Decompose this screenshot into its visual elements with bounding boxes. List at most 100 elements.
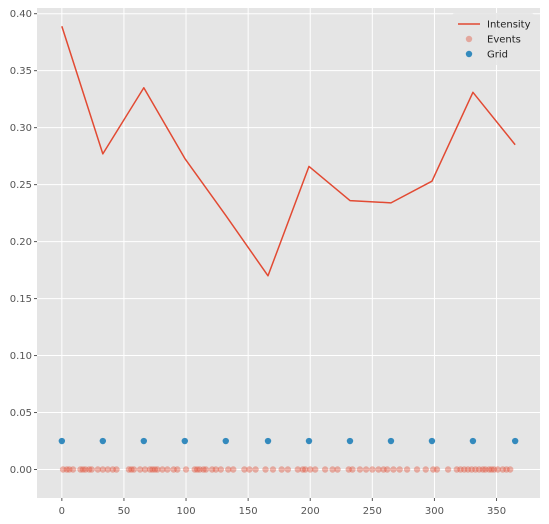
event-point — [494, 466, 501, 473]
event-point — [345, 466, 352, 473]
legend-box — [452, 13, 534, 65]
event-point — [59, 466, 67, 473]
event-point — [109, 466, 116, 473]
event-point — [457, 466, 464, 473]
event-point — [159, 466, 166, 473]
event-point — [191, 466, 198, 473]
y-tick-label: 0.10 — [10, 351, 32, 362]
grid-point — [264, 437, 272, 445]
event-point — [174, 466, 181, 473]
event-point — [149, 466, 156, 473]
intensity-line — [61, 26, 516, 277]
y-tick-label: 0.00 — [10, 465, 32, 476]
legend-grid-swatch — [465, 50, 473, 58]
event-point — [194, 466, 201, 473]
event-point — [196, 466, 203, 473]
grid-point — [58, 437, 66, 445]
grid-point — [387, 437, 395, 445]
event-point — [362, 466, 370, 473]
event-point — [79, 466, 87, 473]
event-point — [312, 466, 319, 473]
event-point — [125, 466, 133, 473]
x-tick-label: 350 — [487, 506, 506, 517]
x-tick-label: 250 — [363, 506, 382, 517]
plot-area — [37, 8, 540, 498]
event-point — [262, 466, 269, 473]
event-point — [475, 466, 483, 473]
grid-point — [99, 437, 107, 445]
event-point — [164, 466, 171, 473]
event-point — [246, 466, 253, 473]
legend: Intensity Events Grid — [452, 13, 534, 65]
event-point — [146, 466, 154, 473]
event-point — [453, 466, 460, 473]
event-point — [349, 466, 356, 473]
event-point — [380, 466, 387, 473]
grid-point — [222, 437, 229, 445]
event-point — [182, 466, 190, 473]
event-point — [212, 466, 220, 473]
intensity-series — [61, 26, 516, 277]
grid-series — [58, 437, 519, 445]
event-point — [321, 466, 329, 473]
event-point — [69, 466, 77, 473]
event-point — [334, 466, 341, 473]
x-tick-label: 300 — [425, 506, 444, 517]
event-point — [503, 466, 510, 473]
event-point — [472, 466, 479, 473]
event-point — [82, 466, 89, 473]
y-tick-label: 0.30 — [10, 123, 32, 134]
event-point — [128, 466, 135, 473]
event-point — [479, 466, 487, 473]
x-tick-label: 200 — [301, 506, 320, 517]
grid-point — [511, 437, 519, 445]
y-tick-label: 0.25 — [10, 180, 32, 191]
event-point — [433, 466, 441, 473]
event-point — [85, 466, 93, 473]
event-point — [490, 466, 498, 473]
x-tick-label: 100 — [176, 506, 195, 517]
event-point — [485, 466, 493, 473]
event-point — [413, 466, 421, 473]
x-axis-ticks: 0 50 100 150 200 250 300 350 — [59, 498, 506, 517]
event-point — [461, 466, 468, 473]
event-point — [482, 466, 489, 473]
legend-label-intensity: Intensity — [487, 20, 531, 31]
event-point — [241, 466, 248, 473]
event-point — [113, 466, 120, 473]
grid-point — [346, 437, 354, 445]
grid-point — [305, 437, 313, 445]
event-point — [278, 466, 285, 473]
grid-point — [140, 437, 148, 445]
event-point — [170, 466, 177, 473]
grid-point — [428, 437, 436, 445]
event-point — [202, 466, 210, 473]
event-point — [464, 466, 472, 473]
x-tick-label: 50 — [118, 506, 131, 517]
event-point — [294, 466, 302, 473]
event-point — [390, 466, 397, 473]
event-point — [94, 466, 102, 473]
event-point — [356, 466, 364, 473]
event-point — [230, 466, 237, 473]
event-point — [384, 466, 391, 473]
event-point — [444, 466, 452, 473]
event-point — [141, 466, 149, 473]
event-point — [208, 466, 216, 473]
event-point — [299, 466, 306, 473]
y-tick-label: 0.05 — [10, 408, 32, 419]
event-point — [302, 466, 309, 473]
event-point — [307, 466, 314, 473]
event-point — [77, 466, 84, 473]
event-point — [99, 466, 107, 473]
event-point — [375, 466, 382, 473]
x-tick-label: 150 — [239, 506, 258, 517]
grid-point — [469, 437, 477, 445]
event-point — [136, 466, 144, 473]
event-point — [217, 466, 225, 473]
legend-label-events: Events — [487, 35, 521, 46]
grid-point — [181, 437, 188, 445]
event-point — [154, 466, 161, 473]
x-tick-label: 0 — [59, 506, 65, 517]
y-tick-label: 0.20 — [10, 237, 32, 248]
